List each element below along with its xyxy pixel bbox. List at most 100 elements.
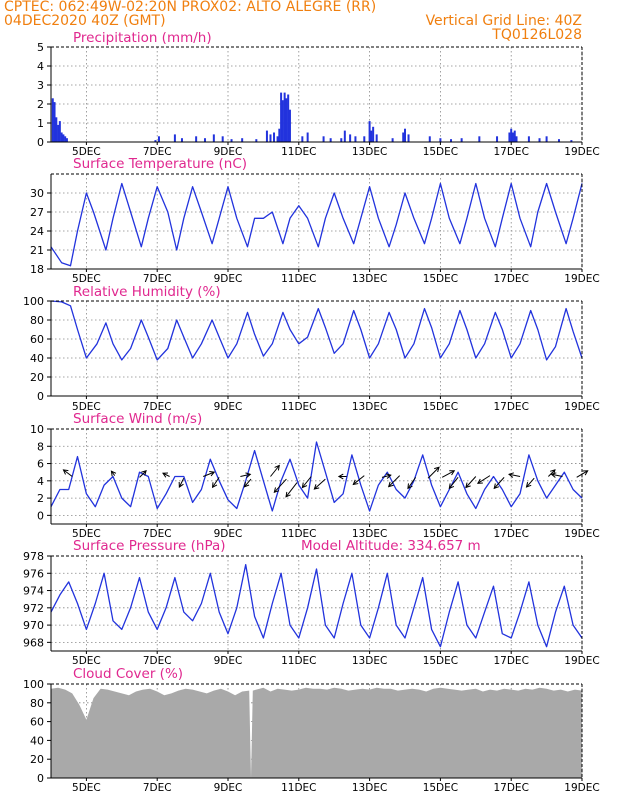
y-tick-label: 5: [37, 41, 44, 54]
wind-arrow: [212, 477, 220, 488]
wind-arrow: [493, 477, 505, 489]
x-tick-label: 11DEC: [281, 528, 316, 540]
x-tick-label: 19DEC: [564, 655, 599, 667]
x-tick-label: 15DEC: [423, 146, 458, 158]
pres-title: Surface Pressure (hPa): [73, 538, 226, 554]
wind-arrow-head: [385, 473, 392, 479]
cloud-panel: 0 20 40 60 80 100 5DEC 7DEC 9DEC 11DEC 13DEC 15DEC 1…: [23, 666, 600, 794]
precip-bar: [340, 138, 343, 142]
x-tick-label: 17DEC: [493, 146, 528, 158]
x-tick-label: 17DEC: [493, 401, 528, 413]
precip-title: Precipitation (mm/h): [73, 30, 212, 46]
y-tick-label: 2: [37, 98, 44, 111]
precip-bar: [57, 124, 60, 142]
rh-panel: 0 20 40 60 80 100 5DEC 7DEC 9DEC 11DEC 13DEC 15DEC 1…: [23, 284, 600, 413]
y-tick-label: 0: [37, 136, 44, 149]
x-tick-label: 19DEC: [564, 401, 599, 413]
precip-bar: [322, 136, 325, 142]
precip-bar: [570, 140, 573, 142]
cloud-cover-area: [51, 687, 582, 778]
wind-arrow-head: [448, 483, 455, 490]
temp-panel: 18 21 24 27 30 5DEC 7DEC 9DEC 11DEC 13DEC 15DEC 17D…: [30, 156, 600, 285]
precip-bar: [404, 128, 406, 142]
temp-line: [50, 182, 583, 267]
y-tick-label: 20: [30, 371, 44, 384]
y-tick-label: 1: [37, 117, 44, 130]
x-tick-label: 5DEC: [72, 655, 101, 667]
precip-bar: [154, 140, 157, 142]
precip-bar: [508, 132, 511, 142]
y-tick-label: 60: [30, 716, 44, 729]
wind-arrow-head: [387, 481, 394, 488]
header-grid-note: Vertical Grid Line: 40Z: [425, 13, 582, 29]
precip-bar: [157, 136, 160, 142]
pres-panel: 968 970 972 974 976 978 5DEC 7DEC 9DEC 11DEC 13DEC…: [23, 538, 600, 667]
wind-arrow: [352, 475, 365, 485]
precip-bar: [349, 134, 352, 142]
x-tick-label: 19DEC: [564, 528, 599, 540]
precip-bar: [496, 136, 499, 142]
precip-bar: [306, 132, 309, 142]
x-tick-label: 9DEC: [214, 782, 243, 794]
precip-panel: 0 1 2 3 4 5 5DEC 7DEC 9DEC 11DEC 13DEC 15DEC 17DEC 19…: [37, 30, 600, 158]
precip-bar: [281, 100, 284, 142]
precip-bar: [280, 92, 283, 142]
x-tick-label: 9DEC: [214, 401, 243, 413]
precip-bar: [278, 128, 281, 142]
wind-arrow-head: [525, 482, 532, 488]
header-code: TQ0126L028: [492, 27, 582, 43]
x-tick-label: 19DEC: [564, 782, 599, 794]
wind-title: Surface Wind (m/s): [73, 411, 202, 427]
y-tick-label: 970: [23, 619, 44, 632]
precip-bar: [557, 139, 560, 142]
precip-bar: [173, 134, 176, 142]
y-tick-label: 18: [30, 263, 44, 276]
x-tick-label: 11DEC: [281, 401, 316, 413]
y-tick-label: 24: [30, 225, 44, 238]
wind-arrow-head: [162, 472, 169, 478]
precip-bar: [439, 138, 442, 142]
precip-bar: [375, 134, 378, 142]
wind-arrow-head: [508, 472, 514, 478]
wind-arrow: [381, 474, 391, 478]
wind-arrow: [244, 478, 252, 488]
precip-bar: [64, 136, 67, 142]
wind-arrow-head: [178, 482, 184, 488]
precip-bar: [407, 134, 410, 142]
wind-arrow-head: [211, 482, 218, 489]
wind-line: [50, 441, 583, 512]
wind-arrow: [548, 469, 556, 477]
x-tick-label: 13DEC: [352, 528, 387, 540]
x-tick-label: 13DEC: [352, 655, 387, 667]
x-tick-label: 11DEC: [281, 782, 316, 794]
precip-bar: [354, 136, 357, 142]
x-tick-label: 11DEC: [281, 273, 316, 285]
x-tick-label: 13DEC: [352, 146, 387, 158]
y-tick-label: 80: [30, 697, 44, 710]
wind-arrow-head: [301, 482, 308, 489]
precip-bar: [195, 136, 198, 142]
precip-bar: [203, 138, 206, 142]
precip-bar: [510, 128, 513, 142]
wind-arrow-head: [352, 479, 359, 486]
x-tick-label: 9DEC: [214, 273, 243, 285]
x-tick-label: 7DEC: [143, 528, 172, 540]
y-tick-label: 8: [37, 440, 44, 453]
x-tick-label: 15DEC: [423, 655, 458, 667]
wind-arrow: [240, 473, 251, 477]
precip-bar: [288, 109, 291, 142]
wind-arrow: [441, 470, 455, 478]
x-tick-label: 15DEC: [423, 782, 458, 794]
y-tick-label: 100: [23, 295, 44, 308]
y-tick-label: 80: [30, 314, 44, 327]
wind-arrow: [477, 475, 491, 484]
precip-bar: [265, 130, 268, 142]
wind-arrow-head: [493, 483, 500, 490]
y-tick-label: 976: [23, 567, 44, 580]
y-tick-label: 3: [37, 79, 44, 92]
x-tick-label: 13DEC: [352, 782, 387, 794]
y-tick-label: 10: [30, 423, 44, 436]
wind-arrow-head: [285, 491, 291, 498]
precip-bar: [276, 136, 279, 142]
